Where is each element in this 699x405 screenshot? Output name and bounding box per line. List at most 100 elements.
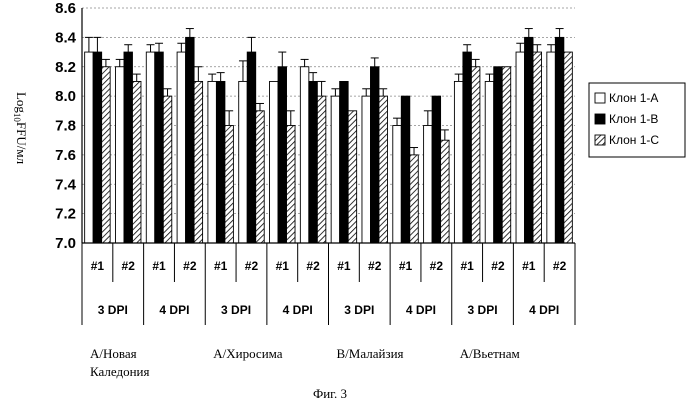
- error-bar: [177, 43, 185, 52]
- bar: [146, 52, 155, 243]
- dpi-label: 3 DPI: [98, 303, 128, 317]
- bar: [348, 111, 357, 243]
- bar: [163, 96, 172, 243]
- error-bar: [309, 73, 317, 82]
- error-bar: [208, 74, 216, 81]
- error-bar: [247, 37, 255, 52]
- bar: [471, 67, 480, 243]
- bar: [216, 81, 225, 243]
- replicate-label: #1: [460, 259, 474, 273]
- y-tick-label: 7.8: [55, 118, 76, 135]
- dpi-label: 4 DPI: [283, 303, 313, 317]
- error-bar: [133, 74, 141, 81]
- strain-label-line2: Каледония: [90, 364, 149, 379]
- bar: [331, 96, 340, 243]
- replicate-label: #1: [399, 259, 413, 273]
- error-bar: [331, 89, 339, 96]
- bars: [85, 29, 573, 243]
- error-bar: [424, 111, 432, 126]
- bar: [270, 81, 279, 243]
- y-tick-label: 7.4: [55, 176, 77, 193]
- bar: [155, 52, 164, 243]
- bar: [239, 81, 248, 243]
- error-bar: [102, 59, 110, 66]
- strain-label: A/Новая: [90, 346, 137, 361]
- strain-label: A/Вьетнам: [460, 346, 520, 361]
- y-tick-label: 8.0: [55, 88, 76, 105]
- error-bar: [472, 59, 480, 66]
- error-bar: [516, 43, 524, 52]
- error-bar: [301, 59, 309, 66]
- error-bar: [410, 148, 418, 155]
- bar: [186, 37, 195, 243]
- error-bar: [287, 111, 295, 126]
- legend-swatch: [595, 135, 605, 145]
- error-bar: [186, 29, 194, 38]
- error-bar: [93, 37, 101, 52]
- y-tick-label: 8.6: [55, 0, 76, 17]
- bar: [516, 52, 525, 243]
- bar: [441, 140, 450, 243]
- replicate-label: #2: [122, 259, 136, 273]
- error-bar: [155, 43, 163, 52]
- bar: [525, 37, 534, 243]
- replicate-label: #2: [553, 259, 567, 273]
- dpi-label: 3 DPI: [221, 303, 251, 317]
- strain-label: B/Малайзия: [337, 346, 404, 361]
- bar: [177, 52, 186, 243]
- error-bar: [147, 45, 155, 52]
- bar: [194, 81, 203, 243]
- dpi-label: 4 DPI: [159, 303, 189, 317]
- legend: Клон 1-AКлон 1-BКлон 1-C: [589, 83, 685, 157]
- bar: [278, 67, 287, 243]
- legend-swatch: [595, 114, 605, 124]
- error-bar: [556, 29, 564, 38]
- y-axis-label: Log10FFU/мл: [12, 92, 29, 165]
- bar: [340, 81, 349, 243]
- strain-label: A/Хиросима: [213, 346, 283, 361]
- error-bar: [217, 73, 225, 82]
- error-bar: [85, 37, 93, 52]
- bar: [132, 81, 141, 243]
- error-bar: [362, 89, 370, 96]
- y-tick-label: 8.4: [55, 29, 77, 46]
- error-bar: [463, 45, 471, 52]
- bar: [287, 126, 296, 244]
- error-bar: [225, 111, 233, 126]
- bar: [454, 81, 463, 243]
- replicate-label: #2: [368, 259, 382, 273]
- bar: [547, 52, 556, 243]
- bar: [115, 67, 124, 243]
- bar: [410, 155, 419, 243]
- replicate-label: #2: [491, 259, 505, 273]
- dpi-label: 3 DPI: [344, 303, 374, 317]
- replicate-label: #1: [522, 259, 536, 273]
- replicate-label: #2: [306, 259, 320, 273]
- error-bar: [547, 45, 555, 52]
- error-bar: [164, 89, 172, 96]
- figure-caption: Фиг. 3: [313, 386, 347, 401]
- replicate-label: #2: [183, 259, 197, 273]
- error-bar: [455, 74, 463, 81]
- error-bar: [533, 45, 541, 52]
- replicate-label: #1: [214, 259, 228, 273]
- bar: [379, 96, 388, 243]
- bar: [256, 111, 265, 243]
- error-bar: [194, 67, 202, 82]
- bar: [564, 52, 573, 243]
- legend-label: Клон 1-A: [609, 91, 658, 105]
- bar: [93, 52, 102, 243]
- error-bar: [379, 89, 387, 96]
- bar: [309, 81, 318, 243]
- error-bar: [116, 59, 124, 66]
- error-bar: [239, 61, 247, 82]
- bar: [102, 67, 111, 243]
- replicate-label: #2: [430, 259, 444, 273]
- y-tick-label: 8.2: [55, 59, 76, 76]
- error-bar: [124, 45, 132, 52]
- error-bar: [485, 74, 493, 81]
- error-bar: [441, 130, 449, 140]
- bar: [485, 81, 494, 243]
- dpi-label: 4 DPI: [406, 303, 436, 317]
- error-bar: [318, 81, 326, 96]
